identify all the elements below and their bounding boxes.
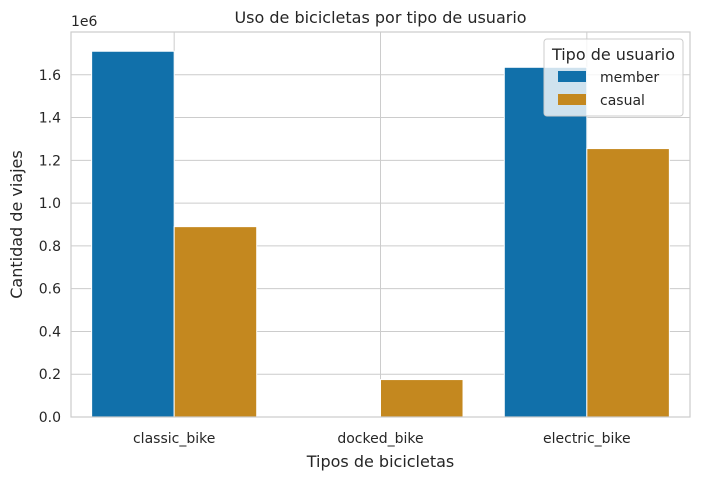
- legend: Tipo de usuario member casual: [543, 38, 684, 117]
- y-tick-label: 0.0: [39, 410, 61, 426]
- plot-frame: [70, 31, 691, 418]
- bar-casual-docked_bike: [380, 379, 464, 418]
- bar-member-classic_bike: [91, 50, 175, 418]
- y-tick-label: 1.6: [39, 68, 61, 84]
- legend-swatch-casual: [558, 94, 586, 105]
- bars: [91, 50, 670, 418]
- chart-title: Uso de bicicletas por tipo de usuario: [234, 8, 526, 27]
- y-tick-label: 1.2: [39, 153, 61, 169]
- bar-casual-classic_bike: [173, 226, 258, 418]
- x-axis-title: Tipos de bicicletas: [306, 452, 455, 471]
- y-tick-label: 0.2: [39, 367, 61, 383]
- y-axis-title: Cantidad de viajes: [7, 150, 26, 298]
- y-tick-label: 0.8: [39, 239, 61, 255]
- x-tick-label: classic_bike: [133, 431, 215, 447]
- legend-label-casual: casual: [600, 93, 645, 109]
- x-tick-label: electric_bike: [543, 431, 631, 447]
- x-tick-label: docked_bike: [337, 431, 423, 447]
- legend-swatch-member: [558, 71, 586, 82]
- bar-casual-electric_bike: [586, 148, 670, 418]
- legend-label-member: member: [600, 70, 659, 86]
- y-tick-label: 1.4: [39, 111, 61, 127]
- y-tick-labels: 0.0 0.2 0.4 0.6 0.8 1.0 1.2 1.4 1.6: [39, 68, 61, 426]
- y-tick-label: 0.4: [39, 324, 61, 340]
- legend-title: Tipo de usuario: [551, 45, 675, 64]
- y-axis-multiplier: 1e6: [71, 14, 98, 30]
- bar-member-electric_bike: [503, 66, 588, 418]
- x-tick-labels: classic_bike docked_bike electric_bike: [133, 431, 631, 447]
- y-tick-label: 1.0: [39, 196, 61, 212]
- y-tick-label: 0.6: [39, 282, 61, 298]
- legend-entries: member casual: [558, 70, 659, 109]
